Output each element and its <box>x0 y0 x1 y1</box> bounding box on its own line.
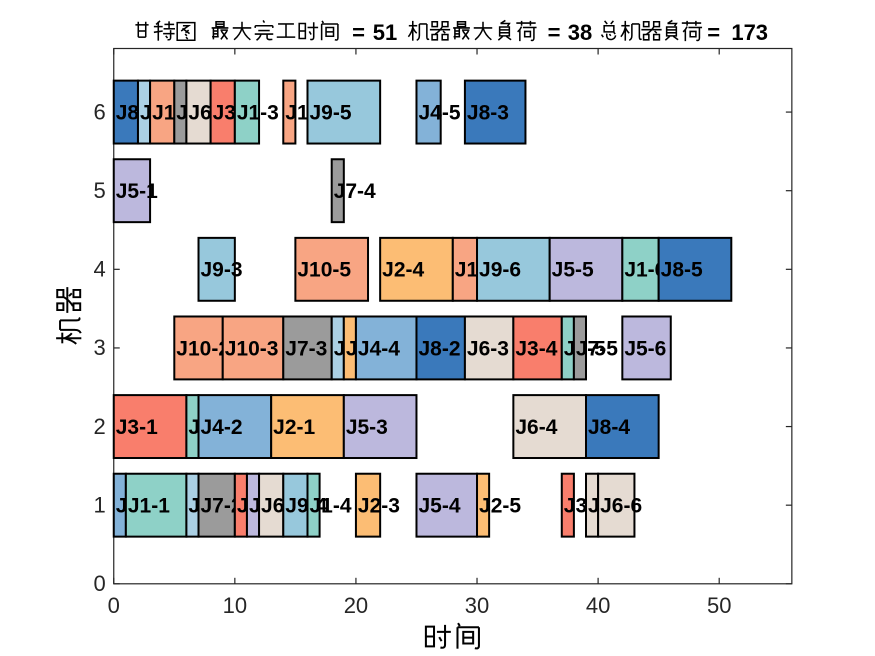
svg-text:J5-5: J5-5 <box>552 259 594 282</box>
svg-text:20: 20 <box>344 593 368 618</box>
svg-text:J5-3: J5-3 <box>346 416 388 439</box>
svg-text:J7-5: J7-5 <box>576 337 618 360</box>
svg-text:J1-1: J1-1 <box>128 495 170 518</box>
svg-text:38: 38 <box>568 20 592 45</box>
svg-text:J3-4: J3-4 <box>515 337 557 360</box>
svg-text:4: 4 <box>94 257 106 282</box>
svg-text:J4-5: J4-5 <box>418 101 460 124</box>
svg-text:=: = <box>707 20 720 45</box>
svg-text:J10-5: J10-5 <box>297 259 351 282</box>
svg-text:J10-3: J10-3 <box>225 337 279 360</box>
svg-text:J10-2: J10-2 <box>176 337 230 360</box>
svg-text:J4-2: J4-2 <box>201 416 243 439</box>
svg-text:J1-4: J1-4 <box>309 495 351 518</box>
svg-text:51: 51 <box>373 20 397 45</box>
svg-text:=: = <box>352 20 365 45</box>
svg-text:J6-4: J6-4 <box>515 416 557 439</box>
svg-text:J8-3: J8-3 <box>467 101 509 124</box>
svg-text:J5-6: J5-6 <box>624 337 666 360</box>
svg-text:173: 173 <box>731 20 768 45</box>
svg-text:5: 5 <box>94 178 106 203</box>
svg-text:J3-1: J3-1 <box>116 416 158 439</box>
svg-text:J6-6: J6-6 <box>600 495 642 518</box>
svg-text:J1-3: J1-3 <box>237 101 279 124</box>
svg-text:J6-3: J6-3 <box>467 337 509 360</box>
svg-text:J9-5: J9-5 <box>309 101 351 124</box>
svg-text:2: 2 <box>94 414 106 439</box>
svg-text:0: 0 <box>94 571 106 596</box>
svg-text:J9-6: J9-6 <box>479 259 521 282</box>
svg-text:3: 3 <box>94 335 106 360</box>
svg-text:J2-1: J2-1 <box>273 416 315 439</box>
svg-text:10: 10 <box>223 593 247 618</box>
svg-text:J7-2: J7-2 <box>201 495 243 518</box>
svg-text:J2-4: J2-4 <box>382 259 424 282</box>
svg-text:J9-3: J9-3 <box>201 259 243 282</box>
svg-text:J8-5: J8-5 <box>661 259 703 282</box>
svg-text:J8-2: J8-2 <box>418 337 460 360</box>
svg-text:J4-4: J4-4 <box>358 337 400 360</box>
svg-text:J7-3: J7-3 <box>285 337 327 360</box>
svg-text:J7-4: J7-4 <box>334 180 376 203</box>
svg-text:6: 6 <box>94 99 106 124</box>
svg-text:=: = <box>548 20 561 45</box>
svg-text:50: 50 <box>707 593 731 618</box>
svg-text:J1-6: J1-6 <box>624 259 666 282</box>
svg-text:J2-5: J2-5 <box>479 495 521 518</box>
svg-text:J8-4: J8-4 <box>588 416 630 439</box>
svg-text:J2-3: J2-3 <box>358 495 400 518</box>
svg-text:1: 1 <box>94 492 106 517</box>
svg-text:J5-4: J5-4 <box>418 495 460 518</box>
svg-text:40: 40 <box>586 593 610 618</box>
svg-text:0: 0 <box>108 593 120 618</box>
svg-text:J5-1: J5-1 <box>116 180 158 203</box>
svg-text:30: 30 <box>465 593 489 618</box>
